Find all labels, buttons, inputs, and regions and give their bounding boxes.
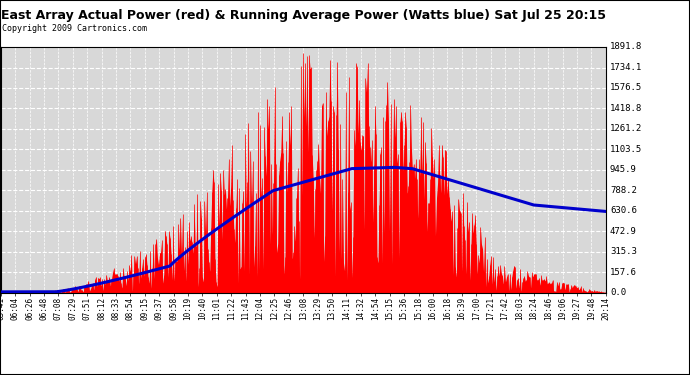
Text: 788.2: 788.2	[610, 186, 637, 195]
Text: 315.3: 315.3	[610, 247, 637, 256]
Text: 0.0: 0.0	[610, 288, 626, 297]
Text: 630.6: 630.6	[610, 206, 637, 215]
Text: 472.9: 472.9	[610, 226, 637, 236]
Text: East Array Actual Power (red) & Running Average Power (Watts blue) Sat Jul 25 20: East Array Actual Power (red) & Running …	[1, 9, 606, 22]
Text: 157.6: 157.6	[610, 267, 637, 276]
Text: 1576.5: 1576.5	[610, 83, 642, 92]
Text: 1734.1: 1734.1	[610, 63, 642, 72]
Text: 1891.8: 1891.8	[610, 42, 642, 51]
Text: 1103.5: 1103.5	[610, 145, 642, 154]
Text: Copyright 2009 Cartronics.com: Copyright 2009 Cartronics.com	[2, 24, 147, 33]
Text: 945.9: 945.9	[610, 165, 637, 174]
Text: 1261.2: 1261.2	[610, 124, 642, 133]
Text: 1418.8: 1418.8	[610, 104, 642, 113]
